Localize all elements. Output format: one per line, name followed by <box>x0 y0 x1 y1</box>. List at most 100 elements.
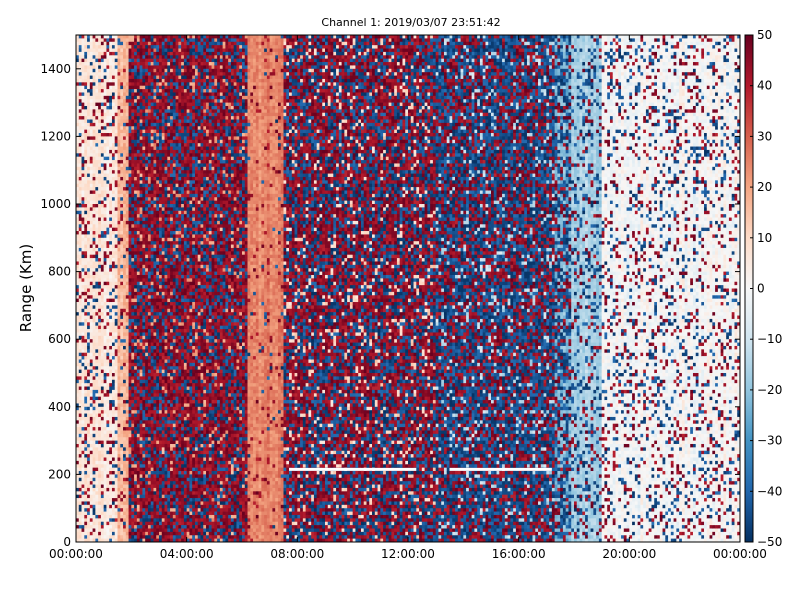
heatmap-cell <box>129 363 132 367</box>
heatmap-cell <box>93 194 96 198</box>
heatmap-cell <box>115 485 118 489</box>
heatmap-cell <box>151 228 154 232</box>
heatmap-cell <box>101 532 104 536</box>
heatmap-cell <box>137 302 140 306</box>
heatmap-cell <box>120 272 123 276</box>
heatmap-cell <box>112 82 115 86</box>
heatmap-cell <box>90 211 93 215</box>
heatmap-cell <box>112 468 115 472</box>
heatmap-cell <box>118 92 121 96</box>
heatmap-cell <box>137 390 140 394</box>
heatmap-cell <box>120 143 123 147</box>
heatmap-cell <box>109 505 112 509</box>
heatmap-cell <box>159 289 162 293</box>
heatmap-cell <box>82 458 85 462</box>
heatmap-cell <box>82 275 85 279</box>
heatmap-cell <box>101 498 104 502</box>
heatmap-cell <box>90 35 93 39</box>
heatmap-cell <box>82 285 85 289</box>
heatmap-cell <box>106 234 109 238</box>
heatmap-cell <box>131 211 134 215</box>
heatmap-cell <box>129 170 132 174</box>
heatmap-cell <box>148 370 151 374</box>
heatmap-cell <box>101 414 104 418</box>
heatmap-cell <box>162 275 165 279</box>
heatmap-cell <box>148 522 151 526</box>
heatmap-cell <box>82 444 85 448</box>
heatmap-cell <box>148 42 151 46</box>
heatmap-cell <box>151 316 154 320</box>
heatmap-cell <box>140 116 143 120</box>
heatmap-cell <box>137 157 140 161</box>
heatmap-cell <box>162 69 165 73</box>
heatmap-cell <box>123 106 126 110</box>
heatmap-cell <box>82 150 85 154</box>
heatmap-cell <box>151 508 154 512</box>
heatmap-cell <box>123 197 126 201</box>
heatmap-cell <box>165 197 168 201</box>
heatmap-cell <box>95 231 98 235</box>
heatmap-cell <box>118 147 121 151</box>
heatmap-cell <box>123 410 126 414</box>
heatmap-cell <box>112 481 115 485</box>
heatmap-cell <box>98 495 101 499</box>
heatmap-cell <box>109 126 112 130</box>
heatmap-cell <box>112 197 115 201</box>
heatmap-cell <box>84 55 87 59</box>
heatmap-cell <box>137 282 140 286</box>
heatmap-cell <box>134 515 137 519</box>
heatmap-cell <box>129 356 132 360</box>
heatmap-cell <box>84 339 87 343</box>
heatmap-cell <box>115 332 118 336</box>
heatmap-cell <box>104 525 107 529</box>
heatmap-cell <box>93 143 96 147</box>
heatmap-cell <box>153 231 156 235</box>
heatmap-cell <box>101 522 104 526</box>
heatmap-cell <box>140 387 143 391</box>
heatmap-cell <box>101 383 104 387</box>
heatmap-cell <box>106 471 109 475</box>
heatmap-cell <box>109 207 112 211</box>
heatmap-cell <box>115 38 118 42</box>
heatmap-cell <box>165 332 168 336</box>
heatmap-cell <box>142 370 145 374</box>
heatmap-cell <box>82 485 85 489</box>
heatmap-cell <box>104 109 107 113</box>
heatmap-cell <box>93 130 96 134</box>
heatmap-cell <box>151 282 154 286</box>
heatmap-cell <box>118 464 121 468</box>
heatmap-cell <box>82 434 85 438</box>
heatmap-cell <box>82 187 85 191</box>
heatmap-cell <box>145 316 148 320</box>
heatmap-cell <box>93 109 96 113</box>
heatmap-cell <box>120 481 123 485</box>
heatmap-cell <box>159 187 162 191</box>
heatmap-cell <box>165 305 168 309</box>
heatmap-cell <box>165 120 168 124</box>
heatmap-cell <box>134 265 137 269</box>
heatmap-cell <box>98 79 101 83</box>
heatmap-cell <box>159 106 162 110</box>
heatmap-cell <box>165 184 168 188</box>
heatmap-cell <box>95 45 98 49</box>
heatmap-cell <box>165 150 168 154</box>
heatmap-cell <box>93 488 96 492</box>
heatmap-cell <box>165 130 168 134</box>
heatmap-cell <box>123 366 126 370</box>
heatmap-cell <box>153 437 156 441</box>
heatmap-cell <box>79 380 82 384</box>
heatmap-cell <box>140 42 143 46</box>
heatmap-cell <box>93 525 96 529</box>
heatmap-cell <box>118 157 121 161</box>
heatmap-cell <box>129 130 132 134</box>
heatmap-cell <box>148 383 151 387</box>
heatmap-cell <box>153 478 156 482</box>
heatmap-cell <box>98 481 101 485</box>
heatmap-cell <box>148 305 151 309</box>
heatmap-cell <box>148 126 151 130</box>
heatmap-cell <box>79 414 82 418</box>
heatmap-cell <box>142 160 145 164</box>
heatmap-cell <box>126 272 129 276</box>
heatmap-cell <box>165 292 168 296</box>
heatmap-cell <box>84 35 87 39</box>
